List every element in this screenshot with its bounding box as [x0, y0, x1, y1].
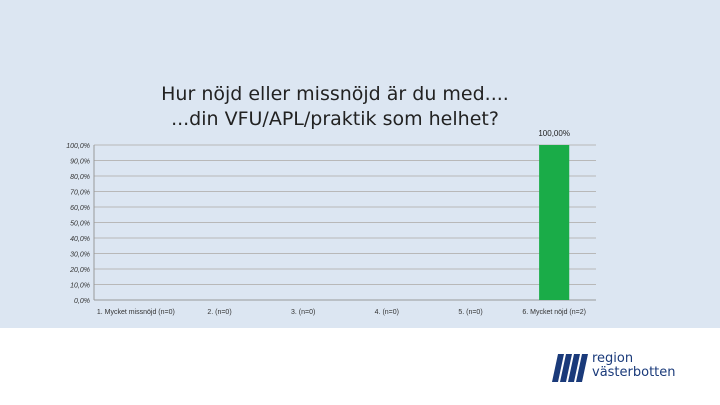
y-tick-label: 30,0%	[70, 252, 90, 259]
data-label: 100,00%	[538, 129, 570, 138]
y-tick-label: 20,0%	[69, 267, 90, 274]
logo-text-line-2: västerbotten	[592, 365, 676, 380]
logo-mark-icon	[552, 354, 588, 382]
x-tick-label: 6. Mycket nöjd (n=2)	[522, 309, 586, 316]
y-tick-label: 70,0%	[70, 190, 90, 197]
bar-chart: 0,0% 10,0% 20,0% 30,0% 40,0% 50,0% 60,0% 70,0% 8…	[66, 129, 596, 316]
y-tick-label: 0,0%	[74, 298, 90, 305]
x-tick-label: 2. (n=0)	[207, 309, 231, 316]
chart-title: Hur nöjd eller missnöjd är du med.... ..…	[120, 82, 550, 132]
region-vasterbotten-logo	[552, 354, 588, 382]
logo-text: region västerbotten	[592, 352, 676, 380]
x-tick-label: 4. (n=0)	[375, 309, 399, 316]
y-tick-label: 60,0%	[70, 205, 90, 212]
y-tick-label: 80,0%	[70, 174, 90, 181]
slide-background	[0, 0, 720, 328]
logo-text-line-1: region	[592, 351, 634, 366]
y-tick-label: 10,0%	[70, 283, 90, 290]
bar	[539, 145, 570, 300]
y-tick-label: 100,0%	[66, 143, 90, 150]
chart-title-line-1: Hur nöjd eller missnöjd är du med....	[161, 83, 509, 105]
y-tick-label: 50,0%	[70, 221, 90, 228]
chart-title-line-2: ...din VFU/APL/praktik som helhet?	[171, 108, 499, 130]
x-tick-label: 1. Mycket missnöjd (n=0)	[97, 309, 175, 316]
x-tick-label: 5. (n=0)	[458, 309, 482, 316]
x-tick-label: 3. (n=0)	[291, 309, 315, 316]
y-tick-label: 40,0%	[70, 236, 90, 243]
y-tick-label: 90,0%	[70, 159, 90, 166]
